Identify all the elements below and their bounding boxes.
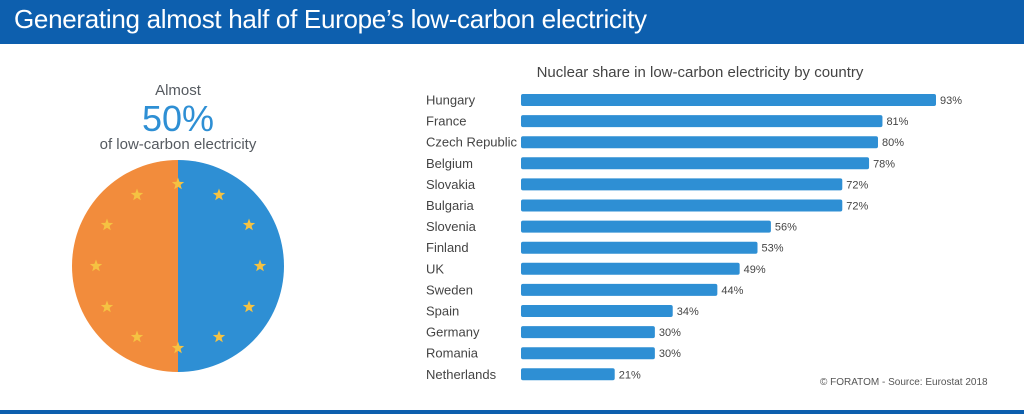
pie-slice-0 xyxy=(178,160,284,372)
bar xyxy=(521,199,843,212)
kpi-value: 50% xyxy=(141,98,215,139)
bar xyxy=(521,115,883,128)
bar xyxy=(521,136,878,149)
value-label: 81% xyxy=(886,116,908,128)
value-label: 44% xyxy=(721,285,743,297)
category-label: France xyxy=(426,114,466,129)
star-icon xyxy=(100,218,114,231)
star-icon xyxy=(242,218,256,231)
title-banner: Generating almost half of Europe’s low-c… xyxy=(0,0,1024,44)
bar xyxy=(521,326,655,339)
bar xyxy=(521,241,758,254)
value-label: 30% xyxy=(659,348,681,360)
category-label: Bulgaria xyxy=(426,198,474,213)
star-icon xyxy=(130,330,144,343)
bar xyxy=(521,368,615,381)
bar xyxy=(521,94,936,106)
kpi-bottom-label: of low-carbon electricity xyxy=(99,136,257,153)
value-label: 49% xyxy=(744,264,766,276)
value-label: 34% xyxy=(677,306,699,318)
value-label: 80% xyxy=(882,137,904,149)
category-label: Belgium xyxy=(426,156,473,171)
star-icon xyxy=(171,341,185,354)
category-label: Spain xyxy=(426,304,459,319)
value-label: 56% xyxy=(775,222,797,234)
star-icon xyxy=(171,177,185,190)
value-label: 72% xyxy=(846,201,868,213)
star-icon xyxy=(212,330,226,343)
kpi-top-label: Almost xyxy=(155,82,201,99)
star-icon xyxy=(212,188,226,201)
bar xyxy=(521,283,718,296)
bar xyxy=(521,157,870,170)
category-label: Slovakia xyxy=(426,177,476,192)
star-icon xyxy=(89,259,103,272)
category-label: Hungary xyxy=(426,93,476,108)
star-icon xyxy=(100,300,114,313)
star-icon xyxy=(253,259,267,272)
category-label: Germany xyxy=(426,325,480,340)
bottom-rule xyxy=(0,410,1024,414)
category-label: Romania xyxy=(426,346,479,361)
star-icon xyxy=(130,188,144,201)
page-title: Generating almost half of Europe’s low-c… xyxy=(14,4,647,34)
value-label: 93% xyxy=(940,95,962,107)
value-label: 30% xyxy=(659,327,681,339)
bar xyxy=(521,305,673,317)
value-label: 53% xyxy=(762,243,784,255)
source-credit: © FORATOM - Source: Eurostat 2018 xyxy=(820,377,988,388)
bar xyxy=(521,220,771,233)
value-label: 21% xyxy=(619,369,641,381)
category-label: Slovenia xyxy=(426,219,477,234)
category-label: Czech Republic xyxy=(426,135,518,150)
category-label: Finland xyxy=(426,240,469,255)
chart-title: Nuclear share in low-carbon electricity … xyxy=(536,64,864,81)
category-label: Sweden xyxy=(426,282,473,297)
bar xyxy=(521,347,655,360)
bar xyxy=(521,178,843,191)
value-label: 72% xyxy=(846,179,868,191)
star-icon xyxy=(242,300,256,313)
category-label: Netherlands xyxy=(426,367,497,382)
pie-slice-1 xyxy=(72,160,178,372)
category-label: UK xyxy=(426,261,444,276)
value-label: 78% xyxy=(873,158,895,170)
pie-chart xyxy=(72,160,284,372)
bar xyxy=(521,262,740,275)
